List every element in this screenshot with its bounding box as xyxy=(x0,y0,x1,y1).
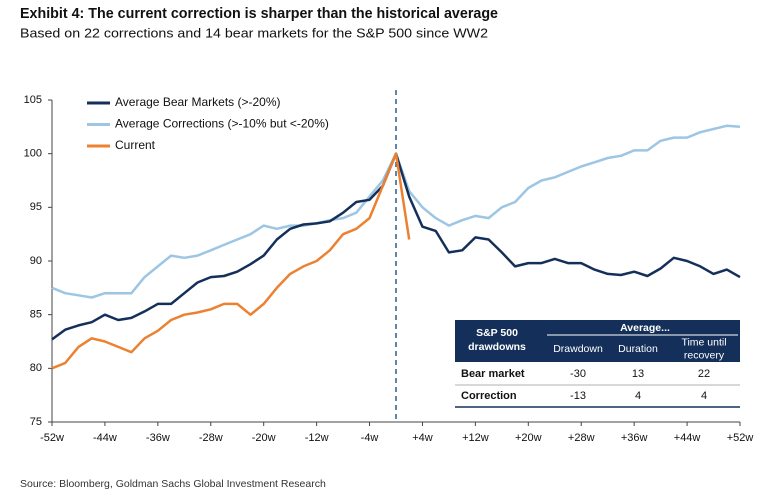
x-tick-label: -28w xyxy=(199,432,223,444)
x-tick-label: +12w xyxy=(462,432,489,444)
x-tick-label: -20w xyxy=(252,432,276,444)
y-tick-label: 95 xyxy=(30,201,42,213)
source-note: Source: Bloomberg, Goldman Sachs Global … xyxy=(20,478,326,490)
x-tick-label: +4w xyxy=(412,432,433,444)
table-cell: 4 xyxy=(701,390,707,402)
y-tick-label: 90 xyxy=(30,255,42,267)
legend-label: Average Bear Markets (>-20%) xyxy=(115,95,281,109)
x-tick-label: -4w xyxy=(361,432,379,444)
table-column-header: Drawdown xyxy=(553,343,603,355)
table-group-header: Average... xyxy=(620,322,670,334)
table-cell: 22 xyxy=(698,368,710,380)
x-tick-label: -36w xyxy=(146,432,170,444)
x-tick-label: -44w xyxy=(93,432,117,444)
table-column-header: Duration xyxy=(618,343,658,355)
table-column-header: recovery xyxy=(684,349,725,361)
x-tick-label: -52w xyxy=(40,432,64,444)
x-tick-label: +36w xyxy=(621,432,648,444)
x-tick-label: +52w xyxy=(727,432,754,444)
table-column-header: Time until xyxy=(681,336,726,348)
y-tick-label: 80 xyxy=(30,362,42,374)
table-header: drawdowns xyxy=(468,341,526,353)
table-header: S&P 500 xyxy=(476,327,518,339)
legend-label: Current xyxy=(115,138,156,152)
table-cell: -30 xyxy=(570,368,586,380)
table-cell: -13 xyxy=(570,390,586,402)
x-tick-label: +20w xyxy=(515,432,542,444)
y-tick-label: 85 xyxy=(30,309,42,321)
x-tick-label: -12w xyxy=(305,432,329,444)
table-header-bg xyxy=(455,320,740,362)
series-line xyxy=(51,152,411,370)
legend-label: Average Corrections (>-10% but <-20%) xyxy=(115,117,329,131)
table-row-label: Correction xyxy=(461,390,517,402)
table-cell: 13 xyxy=(632,368,644,380)
x-tick-label: +44w xyxy=(674,432,701,444)
chart-subtitle: Based on 22 corrections and 14 bear mark… xyxy=(20,25,488,40)
table-cell: 4 xyxy=(635,390,641,402)
y-tick-label: 100 xyxy=(24,148,42,160)
table-row-label: Bear market xyxy=(461,368,525,380)
y-tick-label: 105 xyxy=(24,94,42,106)
x-tick-label: +28w xyxy=(568,432,595,444)
chart-title: Exhibit 4: The current correction is sha… xyxy=(20,5,498,22)
y-tick-label: 75 xyxy=(30,416,42,428)
